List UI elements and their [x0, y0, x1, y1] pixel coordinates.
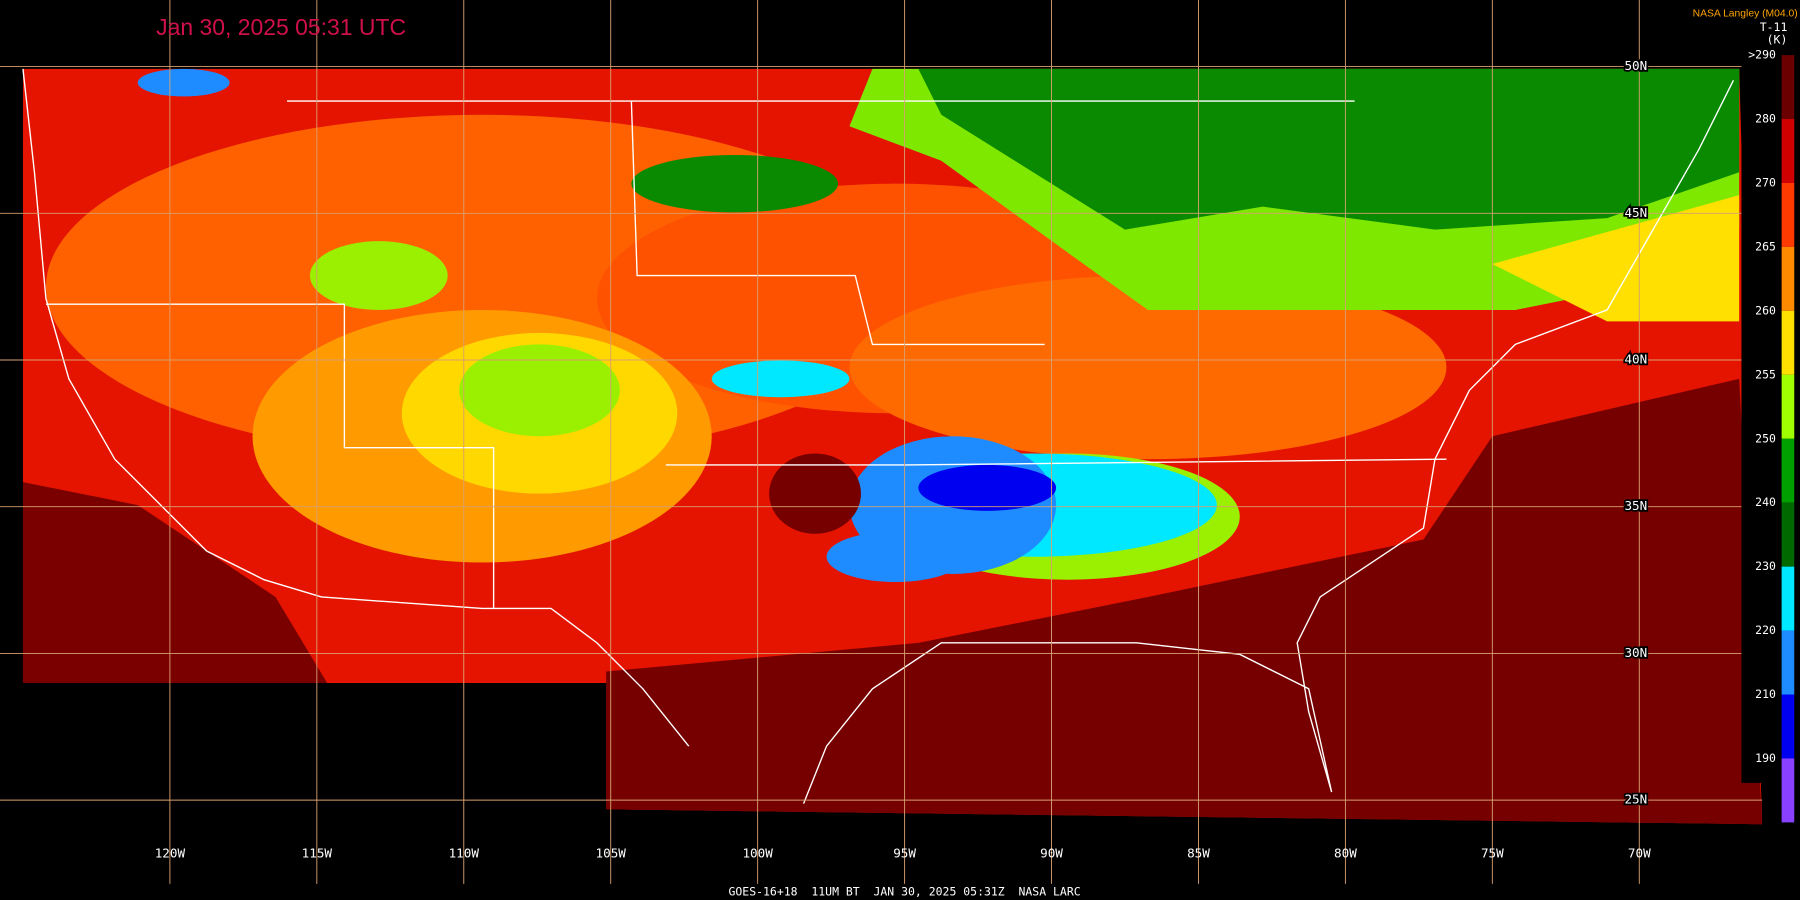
colorbar-label: 230 — [1755, 559, 1776, 573]
colorbar-segment — [1781, 758, 1795, 823]
latitude-label: 45N — [1624, 205, 1647, 220]
colorbar-label: 190 — [1755, 751, 1776, 765]
ocean-region — [606, 378, 1763, 825]
boundaries — [22, 68, 1735, 804]
longitude-label: 75W — [1481, 846, 1504, 861]
border-south — [321, 596, 690, 747]
longitude-label: 90W — [1040, 846, 1063, 861]
lime-idaho — [309, 241, 448, 310]
colorbar-label: 240 — [1755, 495, 1776, 509]
longitude-label: 100W — [742, 846, 773, 861]
longitude-label: 85W — [1187, 846, 1210, 861]
colorbar-segment — [1781, 566, 1795, 631]
state-line — [665, 458, 1447, 466]
colorbar-segment — [1781, 55, 1795, 120]
west-dark — [22, 482, 345, 712]
longitude-label: 120W — [155, 846, 186, 861]
state-line — [45, 303, 495, 609]
latitude-label: 35N — [1624, 498, 1647, 513]
title: Jan 30, 2025 05:31 UTC — [156, 14, 406, 40]
longitude-label: 70W — [1628, 846, 1651, 861]
colorbar-segment — [1781, 182, 1795, 247]
latitude-label: 50N — [1624, 58, 1647, 73]
colorbar: >290 280 270 265 260 255 250 240 230 220 210 190 — [1748, 48, 1795, 823]
colorbar-label: 210 — [1755, 687, 1776, 701]
product: T-11 — [1760, 20, 1788, 34]
cold-spot-kansas — [711, 360, 850, 398]
deep-blue — [918, 464, 1057, 511]
longitude-label: 105W — [596, 846, 627, 861]
coast-west — [22, 68, 322, 598]
colorbar-label: 260 — [1755, 303, 1776, 317]
latitude-label: 30N — [1624, 645, 1647, 660]
latitude-label: 40N — [1624, 352, 1647, 367]
colorbar-segment — [1781, 694, 1795, 759]
cold-spot-nw — [137, 68, 230, 97]
longitude-label: 110W — [449, 846, 480, 861]
colorbar-label: 255 — [1755, 367, 1776, 381]
colorbar-label: 265 — [1755, 239, 1776, 253]
longitude-label: 115W — [302, 846, 333, 861]
coast-east — [802, 80, 1735, 804]
colorbar-label: 280 — [1755, 112, 1776, 126]
colorbar-label: >290 — [1748, 48, 1776, 62]
colorbar-segment — [1781, 310, 1795, 375]
credit: NASA Langley (M04.0) — [1693, 9, 1798, 20]
colorbar-segment — [1781, 630, 1795, 695]
graticule: 120W 115W 110W 105W 100W 95W 90W 85W 80W 75W 70W 50… — [0, 0, 1763, 884]
lime-rockies — [459, 344, 620, 437]
blue-blob-south — [826, 531, 965, 583]
no-data — [22, 683, 607, 900]
green-north — [918, 68, 1740, 230]
yellow-northeast — [1492, 195, 1740, 322]
colorbar-segment — [1781, 246, 1795, 311]
state-line — [630, 100, 1045, 346]
colorbar-segment — [1781, 438, 1795, 503]
green-dakotas — [631, 154, 839, 213]
footer: GOES-16+18 11UM BT JAN 30, 2025 05:31Z N… — [729, 884, 1081, 898]
colorbar-segment — [1781, 374, 1795, 439]
colorbar-label: 250 — [1755, 431, 1776, 445]
dark-spot — [769, 453, 861, 534]
colorbar-label: 220 — [1755, 623, 1776, 637]
latitude-label: 25N — [1624, 792, 1647, 807]
unit: (K) — [1767, 33, 1788, 47]
imagery — [22, 68, 1763, 900]
longitude-label: 80W — [1334, 846, 1357, 861]
colorbar-segment — [1781, 119, 1795, 183]
colorbar-segment — [1781, 502, 1795, 567]
orange-midwest — [849, 275, 1447, 460]
colorbar-label: 270 — [1755, 175, 1776, 189]
longitude-label: 95W — [893, 846, 916, 861]
